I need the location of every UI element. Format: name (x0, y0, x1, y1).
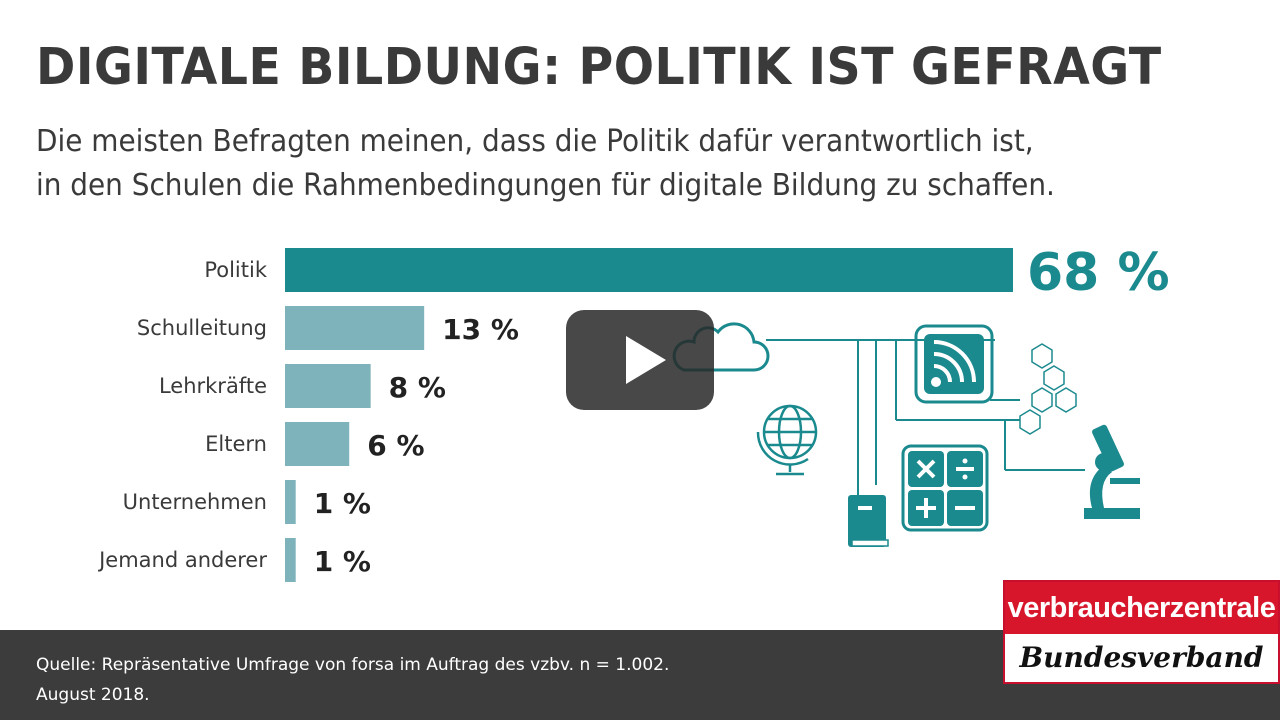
value-label: 6 % (367, 429, 424, 462)
education-illustration (672, 322, 1140, 547)
value-label: 8 % (389, 371, 446, 404)
page-title: DIGITALE BILDUNG: POLITIK IST GEFRAGT (36, 38, 1162, 97)
bar (285, 248, 1013, 292)
play-icon[interactable] (626, 336, 666, 384)
category-label: Politik (204, 258, 268, 282)
subtitle-line-1: Die meisten Befragten meinen, dass die P… (36, 124, 1034, 159)
logo-top-text: verbraucherzentrale (1005, 582, 1278, 634)
bar (285, 306, 425, 350)
category-label: Unternehmen (123, 490, 267, 514)
video-play-button[interactable] (566, 310, 714, 410)
bar (285, 538, 296, 582)
logo-bottom-text: Bundesverband (1019, 641, 1264, 674)
bar-chart: Politik 68 % Schulleitung 13 % Lehrkräfte 8 %… (97, 243, 1170, 582)
calculator-icon (901, 444, 989, 532)
bar (285, 480, 296, 524)
rss-icon (914, 324, 994, 404)
source-line-1: Quelle: Repräsentative Umfrage von forsa… (36, 655, 670, 675)
microscope-icon (1084, 424, 1140, 519)
value-label: 1 % (314, 545, 371, 578)
category-label: Lehrkräfte (159, 374, 267, 398)
globe-icon (756, 404, 818, 476)
bar (285, 422, 350, 466)
vzbv-logo: verbraucherzentrale Bundesverband (1003, 580, 1280, 684)
subtitle-line-2: in den Schulen die Rahmenbedingungen für… (36, 168, 1055, 203)
category-label: Jemand anderer (97, 548, 267, 572)
value-label: 1 % (314, 487, 371, 520)
book-icon (848, 495, 889, 547)
hexagon-icon (1019, 343, 1077, 435)
value-label: 68 % (1027, 243, 1170, 303)
source-line-2: August 2018. (36, 685, 150, 705)
category-label: Schulleitung (137, 316, 267, 340)
bar (285, 364, 371, 408)
category-label: Eltern (205, 432, 267, 456)
value-label: 13 % (442, 313, 519, 346)
